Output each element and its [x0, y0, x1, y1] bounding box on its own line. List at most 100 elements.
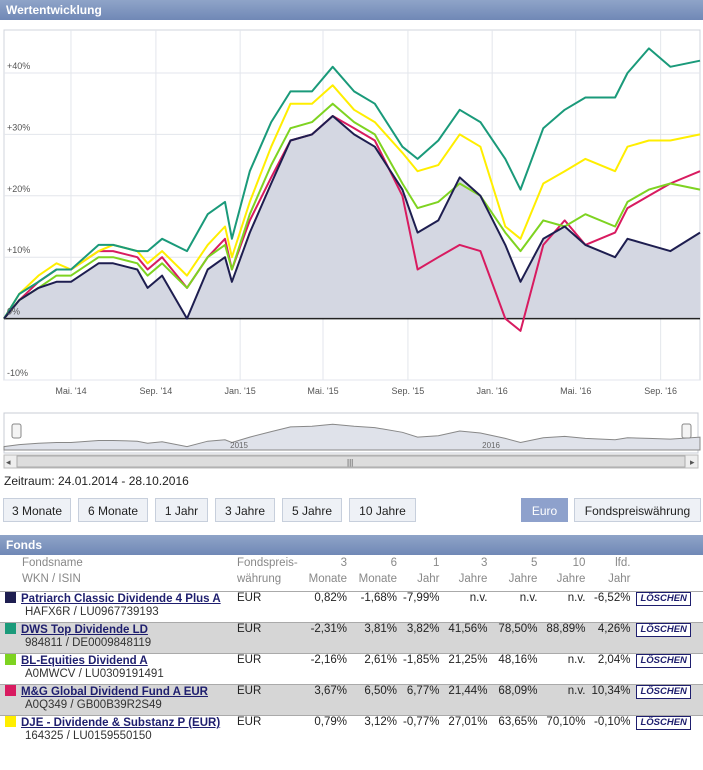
col-head-fondsname: Fondsname	[22, 557, 83, 569]
fund-perf-value: 6,77%	[400, 684, 443, 716]
fund-perf-value: 4,26%	[588, 622, 634, 654]
fund-perf-value: 3,81%	[350, 622, 400, 654]
col-head-6m-2: Monate	[358, 573, 397, 585]
navigator-area	[3, 423, 701, 451]
x-tick-label: Jan. '16	[477, 386, 508, 396]
delete-button[interactable]: LÖSCHEN	[636, 592, 691, 606]
scrollbar-thumb[interactable]	[16, 455, 686, 468]
section-header-wertentwicklung: Wertentwicklung	[0, 0, 703, 20]
fund-perf-value: -2,31%	[305, 622, 350, 654]
delete-cell: LÖSCHEN	[633, 622, 703, 654]
fund-perf-value: -2,16%	[305, 653, 350, 685]
button-euro[interactable]: Euro	[521, 498, 568, 522]
fund-perf-value: 78,50%	[490, 622, 541, 654]
section-title: Wertentwicklung	[6, 3, 102, 17]
x-tick-label: Jan. '15	[225, 386, 256, 396]
fund-name-link[interactable]: M&G Global Dividend Fund A EUR	[21, 686, 208, 698]
x-tick-label: Mai. '14	[55, 386, 86, 396]
button-6-monate[interactable]: 6 Monate	[78, 498, 148, 522]
fund-name-cell: Patriarch Classic Dividende 4 Plus A HAFX…	[0, 591, 234, 623]
fund-currency: EUR	[234, 684, 305, 716]
fund-perf-value: n.v.	[540, 653, 589, 685]
x-tick-label: Sep. '15	[392, 386, 425, 396]
chart-svg[interactable]: +40% +30% +20% +10% 0% -10% Mai. '14 Sep. '14 J…	[0, 20, 703, 470]
y-tick-label: +30%	[7, 122, 30, 132]
col-head-1j-2: Jahr	[417, 573, 440, 585]
delete-button[interactable]: LÖSCHEN	[636, 623, 691, 637]
fund-perf-value: n.v.	[490, 591, 541, 623]
delete-cell: LÖSCHEN	[633, 591, 703, 623]
table-header-row-1: Fondsname Fondspreis- 3 6 1 3 5 10 lfd.	[0, 555, 703, 571]
col-head-3j-2: Jahre	[458, 573, 488, 585]
fund-currency: EUR	[234, 591, 305, 623]
fund-perf-value: 3,82%	[400, 622, 443, 654]
fund-currency: EUR	[234, 622, 305, 654]
col-head-waehrung: Fondspreis-	[237, 557, 298, 569]
navigator-handle-right[interactable]	[681, 423, 692, 439]
scroll-right-icon[interactable]: ▸	[690, 457, 695, 467]
fund-name-cell: DJE - Dividende & Substanz P (EUR) 164325…	[0, 715, 234, 747]
fund-perf-value: 27,01%	[442, 715, 491, 747]
x-tick-label: Mai. '16	[560, 386, 591, 396]
fund-perf-value: 21,25%	[442, 653, 491, 685]
zeitraum-label: Zeitraum: 24.01.2014 - 28.10.2016	[4, 474, 189, 488]
button-10-jahre[interactable]: 10 Jahre	[349, 498, 416, 522]
fund-perf-value: 0,82%	[305, 591, 350, 623]
fund-perf-value: -1,85%	[400, 653, 443, 685]
fund-perf-value: n.v.	[540, 684, 589, 716]
fund-perf-value: -7,99%	[400, 591, 443, 623]
navigator-handle-left[interactable]	[11, 423, 22, 439]
delete-button[interactable]: LÖSCHEN	[636, 654, 691, 668]
range-navigator[interactable]: 2015 2016 ◂ ▸ |||	[3, 412, 701, 469]
fund-perf-value: -0,77%	[400, 715, 443, 747]
fund-wkn-isin: 164325 / LU0159550150	[25, 730, 152, 742]
button-5-jahre[interactable]: 5 Jahre	[282, 498, 342, 522]
delete-cell: LÖSCHEN	[633, 684, 703, 716]
col-head-wkn-isin: WKN / ISIN	[22, 573, 81, 585]
delete-button[interactable]: LÖSCHEN	[636, 716, 691, 730]
fund-perf-value: n.v.	[442, 591, 491, 623]
fund-perf-value: 6,50%	[350, 684, 400, 716]
series-line-2[interactable]	[3, 102, 701, 320]
series-line-4[interactable]	[3, 84, 701, 320]
delete-button[interactable]: LÖSCHEN	[636, 685, 691, 699]
series-line-0[interactable]	[3, 115, 701, 320]
performance-chart[interactable]: +40% +30% +20% +10% 0% -10% Mai. '14 Sep. '14 J…	[0, 20, 703, 470]
scrollbar-grip-icon: |||	[347, 458, 353, 467]
fund-perf-value: 48,16%	[490, 653, 541, 685]
button-3-jahre[interactable]: 3 Jahre	[215, 498, 275, 522]
col-head-10j: 10	[572, 557, 586, 569]
fund-name-link[interactable]: DWS Top Dividende LD	[21, 624, 148, 636]
button-fondspreiswaehrung[interactable]: Fondspreiswährung	[574, 498, 701, 522]
button-1-jahr[interactable]: 1 Jahr	[155, 498, 208, 522]
fund-name-link[interactable]: Patriarch Classic Dividende 4 Plus A	[21, 593, 221, 605]
fund-name-cell: DWS Top Dividende LD 984811 / DE000984811…	[0, 622, 234, 654]
col-head-5j: 5	[531, 557, 538, 569]
area-fill	[4, 116, 700, 319]
table-row: M&G Global Dividend Fund A EUR A0Q349 / G…	[0, 684, 703, 716]
fund-perf-value: 0,79%	[305, 715, 350, 747]
y-tick-label: 0%	[7, 307, 20, 317]
fund-perf-value: -6,52%	[588, 591, 634, 623]
navigator-label-2015: 2015	[230, 441, 248, 450]
fund-perf-value: 63,65%	[490, 715, 541, 747]
fund-wkn-isin: 984811 / DE0009848119	[25, 637, 152, 649]
fund-name-link[interactable]: DJE - Dividende & Substanz P (EUR)	[21, 717, 221, 729]
fund-name-link[interactable]: BL-Equities Dividend A	[21, 655, 148, 667]
series-line-1[interactable]	[3, 47, 701, 320]
fund-perf-value: n.v.	[540, 591, 589, 623]
fund-perf-value: -1,68%	[350, 591, 400, 623]
fund-perf-value: 2,04%	[588, 653, 634, 685]
table-row: BL-Equities Dividend A A0MWCV / LU0309191…	[0, 653, 703, 685]
fund-wkn-isin: A0Q349 / GB00B39R2S49	[25, 699, 162, 711]
x-tick-label: Mai. '15	[307, 386, 338, 396]
fund-perf-value: -0,10%	[588, 715, 634, 747]
table-row: DJE - Dividende & Substanz P (EUR) 164325…	[0, 715, 703, 747]
scroll-left-icon[interactable]: ◂	[6, 457, 11, 467]
fonds-section-title: Fonds	[6, 538, 42, 552]
button-3-monate[interactable]: 3 Monate	[3, 498, 71, 522]
col-head-lfd: lfd.	[615, 557, 631, 569]
fund-currency: EUR	[234, 653, 305, 685]
y-tick-label: +10%	[7, 245, 30, 255]
table-header-row-2: WKN / ISIN währung Monate Monate Jahr Ja…	[0, 571, 703, 592]
